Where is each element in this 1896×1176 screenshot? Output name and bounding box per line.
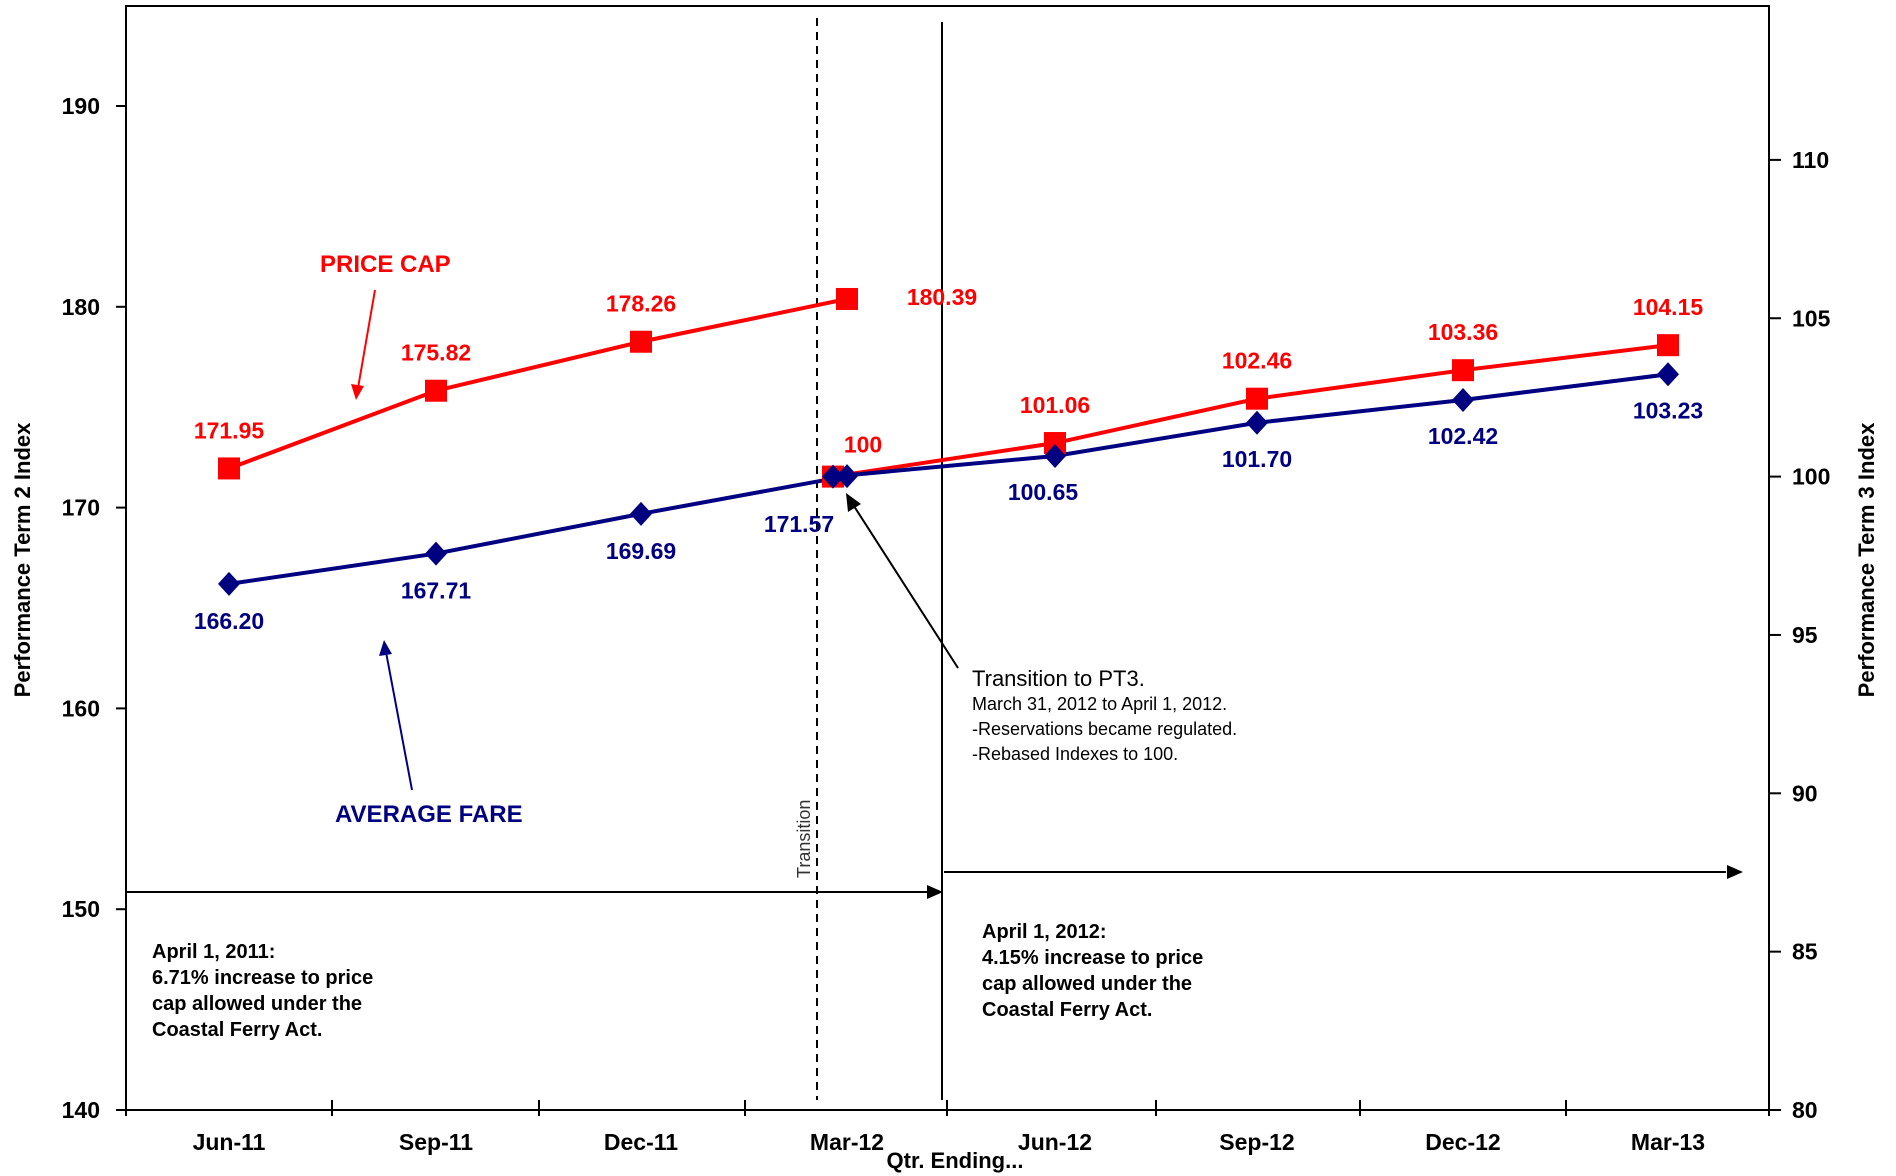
average-fare-data-label: 169.69 (606, 538, 676, 564)
price-cap-line-left (228, 297, 848, 471)
note-2012-line-4: Coastal Ferry Act. (982, 999, 1152, 1021)
transition-note: Transition to PT3. March 31, 2012 to Apr… (972, 666, 1237, 764)
transition-callout-arrow (851, 502, 959, 669)
average-fare-data-label: 167.71 (401, 578, 472, 604)
left-tick-label: 170 (62, 495, 100, 521)
price-cap-data-label: 100 (844, 432, 882, 458)
price-cap-marker (218, 457, 240, 480)
period-arrow-2011-head (927, 885, 943, 899)
note-2011: April 1, 2011: 6.71% increase to price c… (152, 941, 373, 1041)
price-cap-marker (1452, 359, 1474, 382)
average-fare-line-left (228, 474, 848, 586)
price-cap-marker (1657, 334, 1679, 357)
price-cap-data-label: 103.36 (1428, 319, 1498, 345)
right-tick-label: 95 (1792, 622, 1818, 648)
x-tick-label: Mar-12 (810, 1129, 884, 1155)
average-fare-marker (218, 571, 240, 596)
x-tick-label: Dec-12 (1425, 1129, 1500, 1155)
average-fare-marker (425, 541, 447, 566)
left-tick-label: 140 (62, 1097, 100, 1123)
average-fare-callout-arrow-head (379, 640, 392, 656)
note-2011-line-3: cap allowed under the (152, 993, 362, 1015)
average-fare-marker (1452, 387, 1474, 412)
average-fare-marker (1044, 444, 1066, 469)
x-tick-label: Dec-11 (604, 1129, 678, 1155)
right-tick-label: 90 (1792, 780, 1818, 806)
price-cap-data-label: 102.46 (1222, 348, 1292, 374)
average-fare-data-label: 100.65 (1008, 479, 1079, 505)
price-cap-marker (836, 287, 858, 310)
average-fare-data-label: 102.42 (1428, 423, 1498, 449)
note-2012-line-1: April 1, 2012: (982, 921, 1107, 943)
average-fare-marker (822, 464, 844, 489)
price-cap-marker (1044, 432, 1066, 455)
x-tick-label: Sep-11 (399, 1129, 473, 1155)
x-tick-label: Jun-11 (193, 1129, 266, 1155)
average-fare-marker (1246, 410, 1268, 435)
average-fare-series-label: AVERAGE FARE (335, 801, 523, 828)
x-axis-title: Qtr. Ending... (887, 1148, 1024, 1173)
plot-frame (125, 5, 1770, 1111)
note-2012-line-3: cap allowed under the (982, 973, 1192, 995)
price-cap-callout-arrow (357, 289, 376, 389)
transition-note-line-2: -Reservations became regulated. (972, 719, 1237, 739)
x-tick-label: Jun-12 (1018, 1129, 1092, 1155)
average-fare-data-label: 171.57 (764, 511, 834, 537)
price-cap-marker (1246, 387, 1268, 410)
note-2012: April 1, 2012: 4.15% increase to price c… (982, 921, 1203, 1021)
price-cap-marker (425, 379, 447, 402)
price-cap-data-label: 171.95 (194, 417, 265, 443)
transition-note-line-1: March 31, 2012 to April 1, 2012. (972, 694, 1227, 714)
left-tick-label: 150 (62, 896, 100, 922)
right-tick-label: 110 (1792, 147, 1829, 173)
right-tick-label: 105 (1792, 305, 1831, 331)
note-2011-line-4: Coastal Ferry Act. (152, 1019, 322, 1041)
price-cap-series-label: PRICE CAP (320, 251, 451, 278)
series-layer (218, 287, 1679, 596)
note-2011-line-2: 6.71% increase to price (152, 967, 373, 989)
price-cap-data-label: 101.06 (1020, 392, 1090, 418)
price-cap-data-label: 178.26 (606, 291, 676, 317)
period-arrow-2012-head (1727, 865, 1743, 879)
price-cap-marker (630, 330, 652, 353)
note-2012-line-2: 4.15% increase to price (982, 947, 1203, 969)
x-tick-label: Sep-12 (1219, 1129, 1294, 1155)
right-axis-title: Performance Term 3 Index (1854, 422, 1879, 697)
price-cap-callout-arrow-head (351, 384, 364, 400)
average-fare-data-label: 103.23 (1633, 397, 1703, 423)
average-fare-data-label: 166.20 (194, 608, 264, 634)
average-fare-marker (1657, 362, 1679, 387)
transition-line-label: Transition (794, 800, 814, 878)
left-tick-label: 180 (62, 294, 100, 320)
labels-layer: 171.95 175.82 178.26 180.39 100 101.06 102.46 1… (194, 284, 1704, 634)
note-2011-line-1: April 1, 2011: (152, 941, 275, 963)
price-cap-data-label: 180.39 (907, 284, 977, 310)
average-fare-callout-arrow (385, 651, 413, 791)
transition-callout-arrow-head (846, 493, 861, 512)
left-tick-label: 160 (62, 695, 100, 721)
average-fare-marker (630, 501, 652, 526)
price-cap-data-label: 175.82 (401, 340, 471, 366)
right-tick-label: 100 (1792, 464, 1830, 490)
average-fare-marker (836, 464, 858, 489)
transition-note-title: Transition to PT3. (972, 666, 1145, 691)
price-cap-data-label: 104.15 (1633, 294, 1704, 320)
ticks-layer: 140 150 160 170 180 190 80 85 90 95 100 105 110 Jun-1… (62, 93, 1831, 1155)
right-tick-label: 85 (1792, 939, 1818, 965)
x-tick-label: Mar-13 (1631, 1129, 1705, 1155)
transition-note-line-3: -Rebased Indexes to 100. (972, 744, 1178, 764)
left-axis-title: Performance Term 2 Index (10, 422, 35, 697)
right-tick-label: 80 (1792, 1097, 1818, 1123)
left-tick-label: 190 (62, 93, 100, 119)
average-fare-data-label: 101.70 (1222, 446, 1292, 472)
